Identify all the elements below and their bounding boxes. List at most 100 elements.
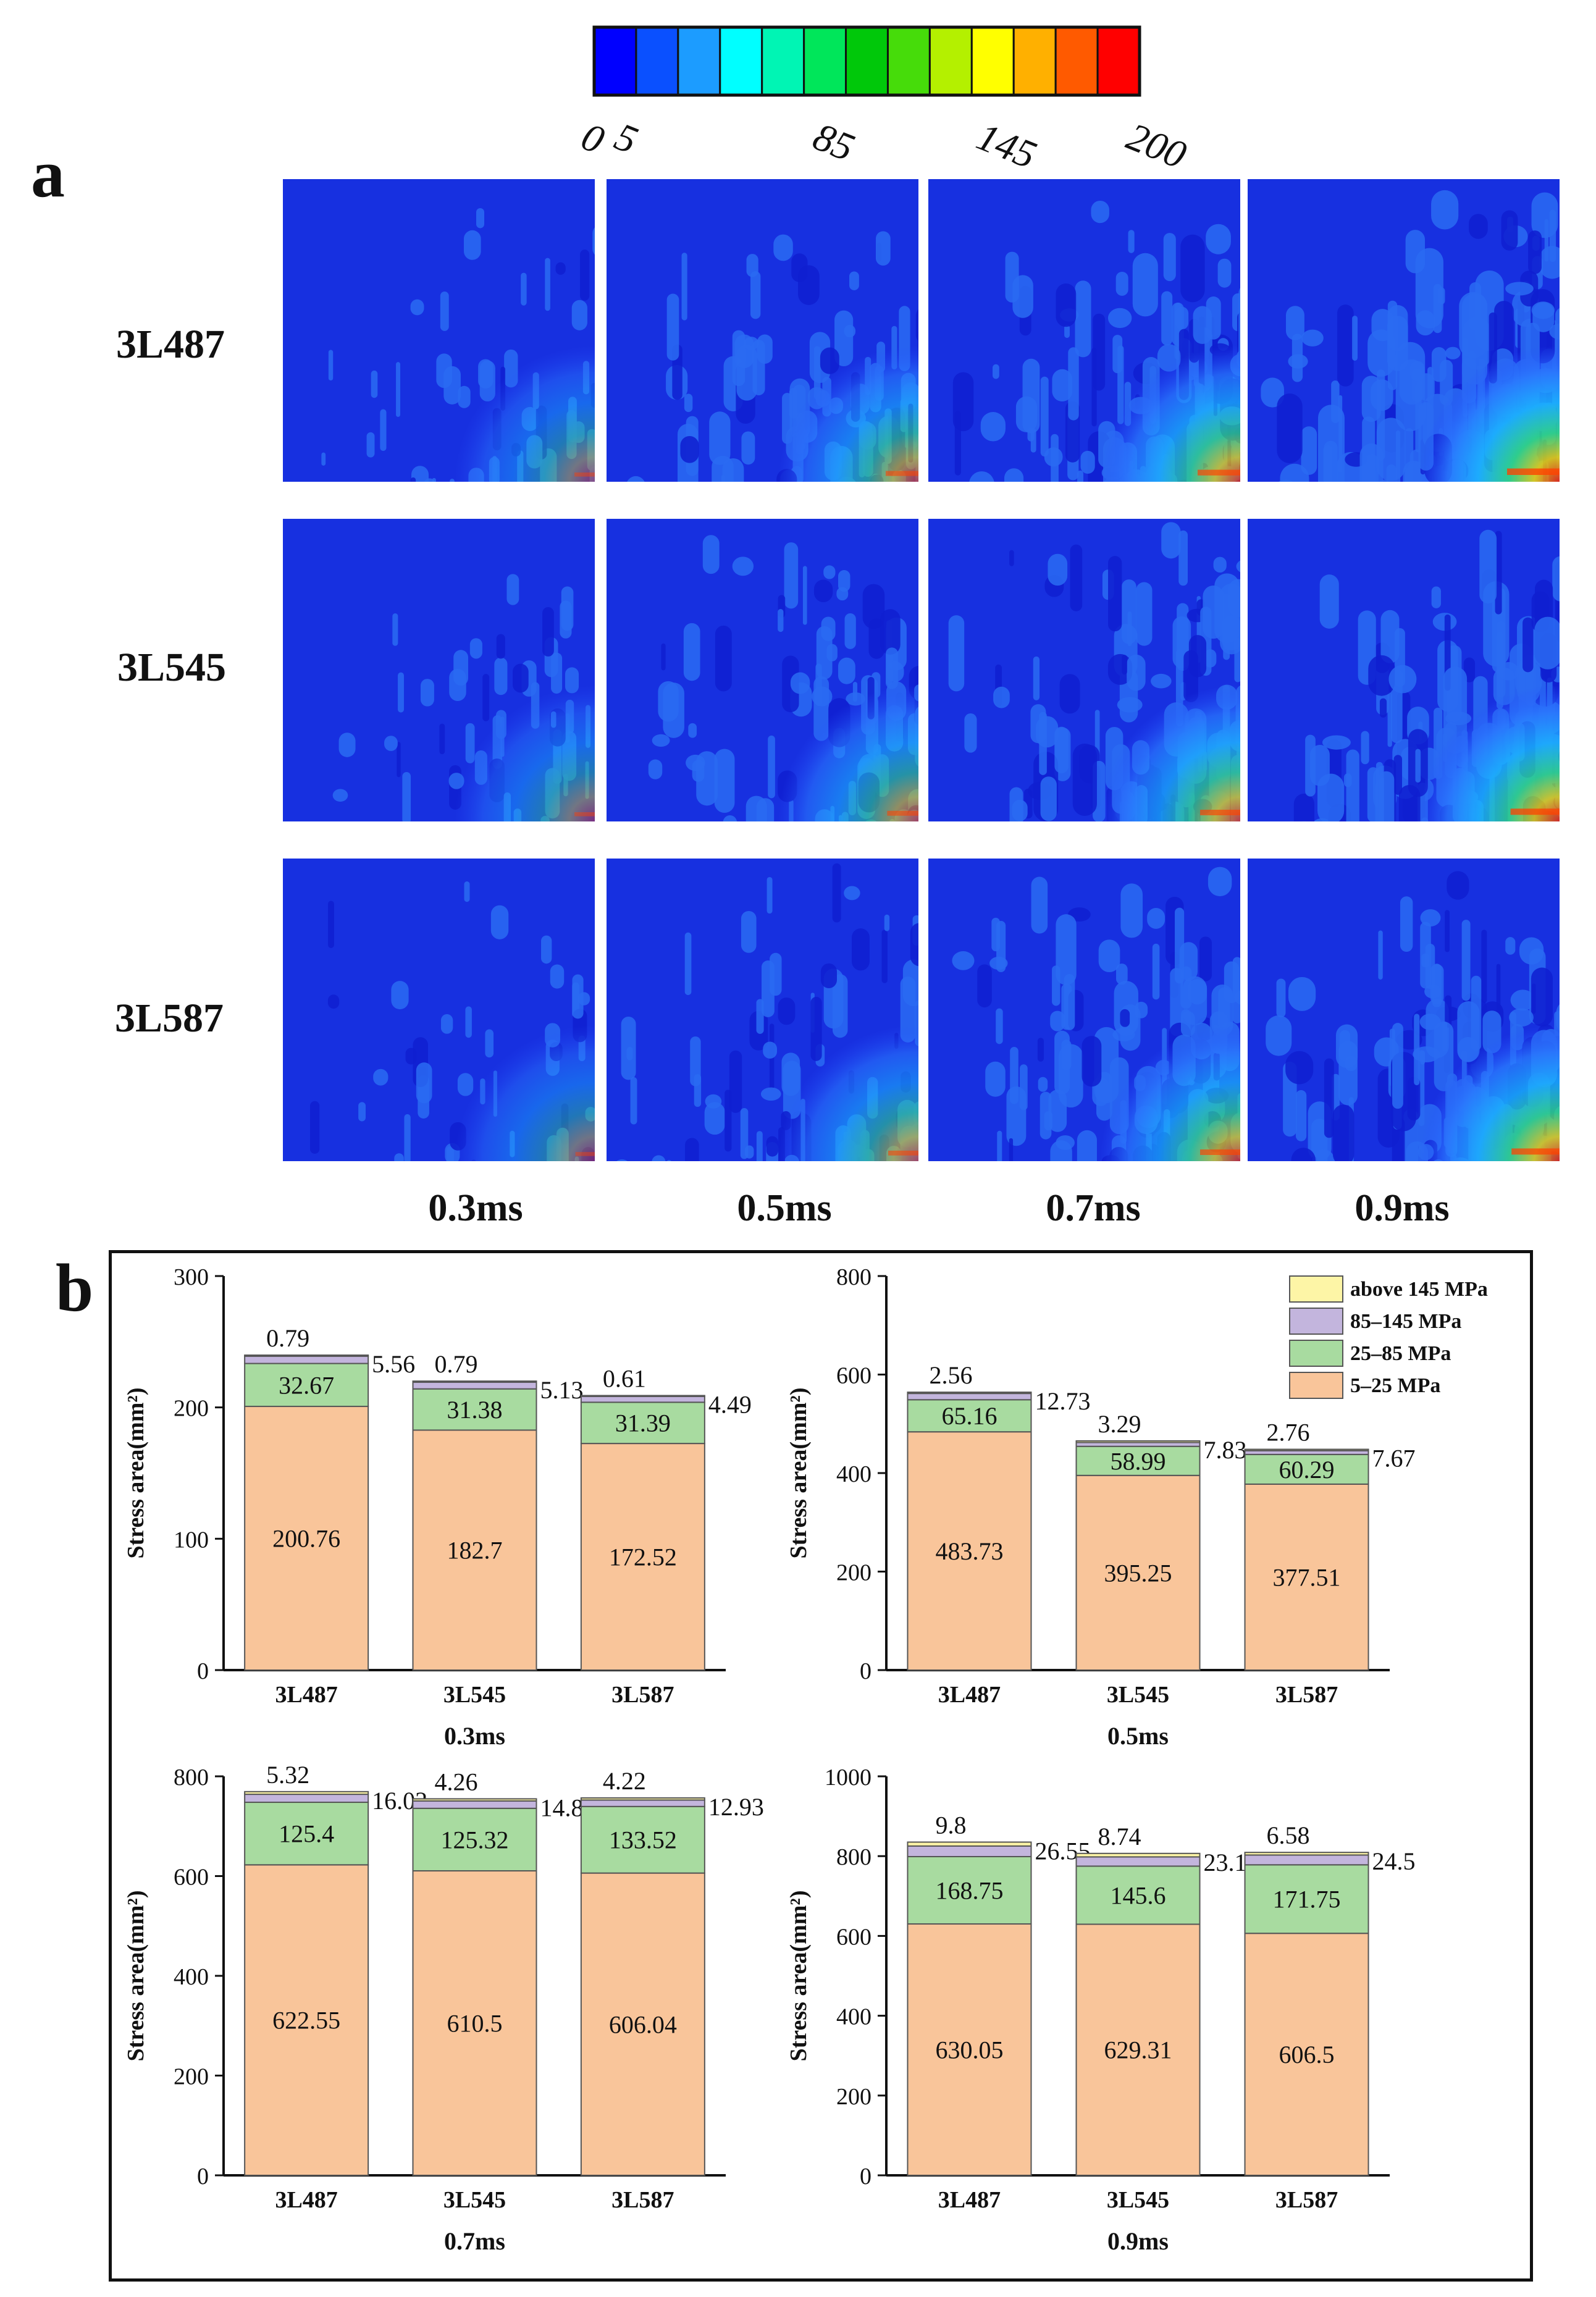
row-label-3l545: 3L545 [117, 645, 227, 690]
bar-85-145-mpa [244, 1355, 369, 1364]
data-label-85-145: 4.49 [708, 1391, 752, 1419]
bar-25-85-mpa [907, 1399, 1032, 1433]
bar-5-25-mpa [1244, 1933, 1369, 2176]
stress-contour-map [283, 519, 595, 821]
x-tick-label: 3L545 [1107, 1682, 1169, 1708]
bar-85-145-mpa [412, 1381, 537, 1390]
data-label-above-145: 3.29 [1098, 1410, 1141, 1438]
data-label-85-145: 5.13 [540, 1376, 584, 1404]
bar-5-25-mpa [907, 1923, 1032, 2177]
stress-contour-map [1248, 519, 1560, 821]
panel-b-letter: b [56, 1250, 94, 1325]
y-tick-label: 200 [174, 2064, 209, 2090]
data-label-25-85: 171.75 [1273, 1886, 1341, 1913]
bar-5-25-mpa [1075, 1923, 1201, 2177]
data-label-25-85: 31.39 [615, 1409, 671, 1437]
colorbar-segment [1096, 26, 1141, 96]
bar-85-145-mpa [907, 1845, 1032, 1857]
bar-85-145-mpa [244, 1794, 369, 1804]
legend-label: 5–25 MPa [1350, 1374, 1440, 1397]
bar-chart-0-7ms: 0 200 400 600 800 Stress area(mm²) 622.55 125.4… [123, 1761, 764, 2255]
colorbar-segment [1054, 26, 1099, 96]
time-label-0-5ms: 0.5ms [737, 1187, 832, 1229]
x-tick-label: 3L545 [443, 2187, 506, 2213]
data-label-5-25: 182.7 [447, 1537, 503, 1564]
y-tick-label: 800 [174, 1765, 209, 1791]
data-label-25-85: 60.29 [1279, 1456, 1335, 1484]
row-label-3l587: 3L587 [115, 996, 224, 1041]
data-label-85-145: 12.73 [1035, 1387, 1090, 1415]
stress-contour-map [928, 859, 1240, 1161]
y-tick-label: 200 [836, 1560, 872, 1586]
data-label-5-25: 606.5 [1279, 2041, 1335, 2068]
data-label-above-145: 4.22 [603, 1767, 646, 1795]
y-tick-label: 400 [174, 1964, 209, 1990]
chart-title: 0.3ms [444, 1722, 505, 1750]
bar-above-145-mpa [580, 1797, 705, 1801]
y-tick-label: 400 [836, 2004, 872, 2030]
legend-label: 25–85 MPa [1350, 1342, 1451, 1365]
bar-5-25-mpa [1075, 1474, 1201, 1671]
bar-above-145-mpa [412, 1798, 537, 1802]
panel-b-frame [109, 1250, 1533, 2282]
x-tick-label: 3L587 [611, 2187, 674, 2213]
data-label-25-85: 125.4 [279, 1820, 334, 1848]
chart-title: 0.9ms [1107, 2227, 1169, 2255]
x-tick-label: 3L587 [611, 1682, 674, 1708]
row-label-3l487: 3L487 [116, 322, 225, 367]
bar-25-85-mpa [1244, 1453, 1369, 1485]
bar-5-25-mpa [412, 1870, 537, 2176]
stress-contour-map [928, 519, 1240, 821]
x-tick-label: 3L487 [938, 2187, 1001, 2213]
y-tick-label: 800 [836, 1844, 872, 1870]
bar-25-85-mpa [244, 1363, 369, 1408]
data-label-25-85: 133.52 [609, 1826, 677, 1854]
data-label-above-145: 2.56 [929, 1361, 972, 1389]
data-label-25-85: 32.67 [279, 1371, 334, 1399]
y-axis-label: Stress area(mm²) [123, 1388, 149, 1559]
stress-contour-map [1248, 859, 1560, 1161]
y-tick-label: 600 [836, 1363, 872, 1389]
x-tick-label: 3L587 [1275, 1682, 1338, 1708]
time-label-0-3ms: 0.3ms [428, 1187, 523, 1229]
stress-contour-map [283, 859, 595, 1161]
x-tick-label: 3L587 [1275, 2187, 1338, 2213]
colorbar: 05 85 145 200 [576, 25, 1192, 177]
data-label-25-85: 125.32 [441, 1826, 509, 1854]
data-label-5-25: 630.05 [935, 2036, 1003, 2064]
chart-title: 0.7ms [444, 2227, 505, 2255]
colorbar-segment [677, 26, 721, 96]
bar-above-145-mpa [244, 1791, 369, 1795]
chart-title: 0.5ms [1107, 1722, 1169, 1750]
bar-above-145-mpa [907, 1841, 1032, 1847]
bar-85-145-mpa [580, 1799, 705, 1807]
data-label-5-25: 610.5 [447, 2010, 503, 2038]
bar-25-85-mpa [1075, 1865, 1201, 1925]
data-label-25-85: 145.6 [1111, 1881, 1166, 1909]
legend-swatch [1289, 1275, 1343, 1303]
bar-5-25-mpa [580, 1872, 705, 2177]
stress-contour-map [1248, 179, 1560, 482]
stress-contour-map [607, 179, 918, 482]
bar-above-145-mpa [1244, 1448, 1369, 1451]
y-axis-label: Stress area(mm²) [123, 1891, 149, 2062]
x-tick-label: 3L487 [275, 2187, 337, 2213]
bar-above-145-mpa [244, 1354, 369, 1357]
y-tick-label: 1000 [825, 1765, 872, 1791]
stress-contour-map [283, 179, 595, 482]
bar-85-145-mpa [580, 1395, 705, 1403]
stress-contour-map [607, 859, 918, 1161]
y-tick-label: 0 [860, 1658, 872, 1684]
time-label-0-9ms: 0.9ms [1354, 1187, 1450, 1229]
data-label-above-145: 0.79 [435, 1350, 478, 1378]
data-label-85-145: 12.93 [708, 1793, 764, 1821]
data-label-85-145: 7.83 [1204, 1436, 1247, 1464]
data-label-above-145: 5.32 [266, 1761, 309, 1789]
data-label-5-25: 395.25 [1104, 1559, 1172, 1587]
bar-25-85-mpa [907, 1855, 1032, 1925]
bar-25-85-mpa [244, 1802, 369, 1866]
data-label-5-25: 200.76 [272, 1525, 340, 1553]
y-tick-label: 300 [174, 1264, 209, 1290]
bar-85-145-mpa [907, 1393, 1032, 1401]
colorbar-segment [886, 26, 931, 96]
